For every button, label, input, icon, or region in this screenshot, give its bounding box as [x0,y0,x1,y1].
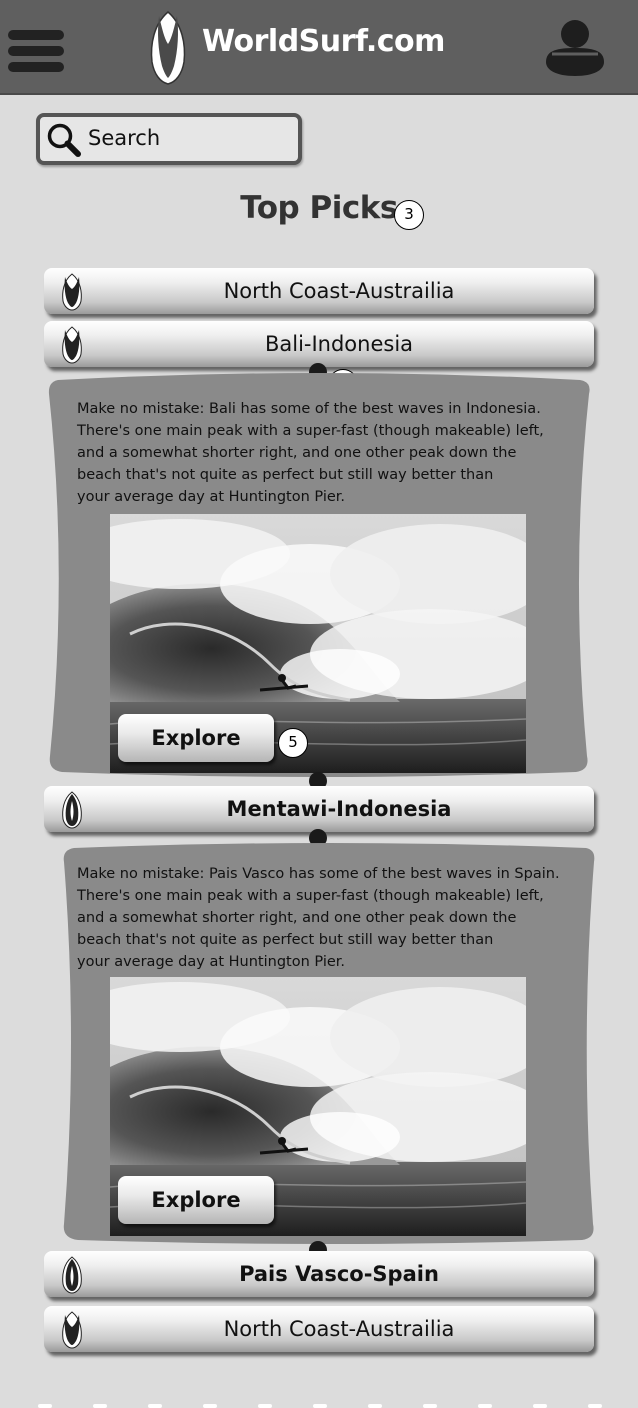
description-line: your average day at Huntington Pier. [77,489,346,505]
description-line: Make no mistake: Bali has some of the be… [77,401,541,417]
surfboard-icon [62,791,82,829]
accordion-item-label: Mentawi-Indonesia [226,797,452,821]
surfboard-logo-icon[interactable] [148,10,188,86]
hamburger-menu-icon[interactable] [8,30,64,72]
accordion-item-label: Pais Vasco-Spain [239,1262,439,1286]
accordion-item-north-coast-australia[interactable]: North Coast-Austrailia [44,268,594,314]
bottom-scroll-indicator [0,1398,638,1408]
connector-dot [309,772,327,790]
user-profile-icon[interactable] [544,18,606,78]
description-line: and a somewhat shorter right, and one ot… [77,445,517,461]
accordion-item-north-coast-australia-2[interactable]: North Coast-Austrailia [44,1306,594,1352]
explore-button[interactable]: Explore [118,1176,274,1224]
surfboard-icon [62,326,82,364]
accordion-item-label: North Coast-Austrailia [223,1317,455,1341]
surfboard-icon [62,273,82,311]
description-line: There's one main peak with a super-fast … [77,888,544,904]
section-title-text: Top Picks [240,190,398,226]
accordion-item-mentawi-indonesia[interactable]: Mentawi-Indonesia [44,786,594,832]
surfboard-icon [62,1311,82,1349]
description-line: beach that's not quite as perfect but st… [77,467,494,483]
site-title[interactable]: WorldSurf.com [202,24,445,59]
panel-description: Make no mistake: Pais Vasco has some of … [77,863,567,973]
search-placeholder[interactable]: Search [88,126,161,150]
description-line: and a somewhat shorter right, and one ot… [77,910,517,926]
search-box[interactable]: Search [36,113,302,165]
accordion-item-pais-vasco-spain[interactable]: Pais Vasco-Spain [44,1251,594,1297]
count-badge: 3 [394,200,424,230]
accordion-item-label: Bali-Indonesia [264,332,414,356]
description-line: your average day at Huntington Pier. [77,954,346,970]
description-line: There's one main peak with a super-fast … [77,423,544,439]
description-line: Make no mistake: Pais Vasco has some of … [77,866,560,882]
accordion-item-label: North Coast-Austrailia [223,279,455,303]
wave-photo [110,977,526,1236]
panel-description: Make no mistake: Bali has some of the be… [77,398,567,508]
section-title: Top Picks [0,190,638,226]
accordion-item-bali-indonesia[interactable]: Bali-Indonesia [44,321,594,367]
surfboard-icon [62,1256,82,1294]
annotation-badge: 5 [278,728,308,758]
connector-dot [309,829,327,847]
explore-button[interactable]: Explore [118,714,274,762]
search-icon [47,123,81,157]
wave-photo [110,514,526,773]
app-header: WorldSurf.com [0,0,638,95]
description-line: beach that's not quite as perfect but st… [77,932,494,948]
